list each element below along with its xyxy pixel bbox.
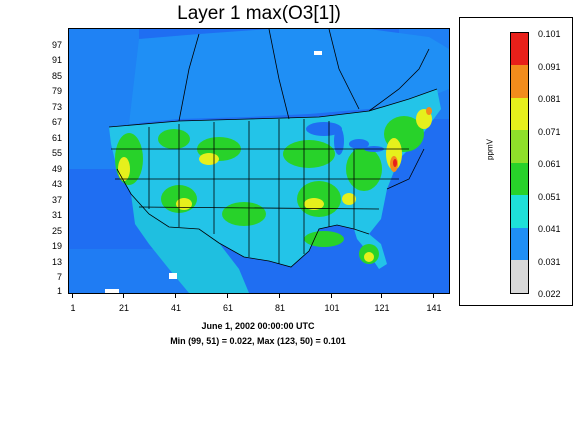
legend-value-label: 0.051 <box>538 192 561 202</box>
x-tick-label: 141 <box>426 303 442 313</box>
x-tick-label: 1 <box>70 303 76 313</box>
x-tick-mark <box>175 293 176 298</box>
y-tick-label: 13 <box>51 257 62 267</box>
y-tick-label: 91 <box>51 55 62 65</box>
x-tick-mark <box>331 293 332 298</box>
us-land <box>109 89 441 267</box>
y-tick-label: 61 <box>51 133 62 143</box>
x-tick-mark <box>123 293 124 298</box>
legend-value-label: 0.031 <box>538 257 561 267</box>
y-tick-label: 19 <box>51 241 62 251</box>
canada-region <box>129 29 449 124</box>
y-tick-label: 7 <box>56 272 62 282</box>
legend-swatch <box>511 163 528 195</box>
ozone-map-svg <box>69 29 449 293</box>
legend-value-label: 0.061 <box>538 159 561 169</box>
legend-value-label: 0.101 <box>538 29 561 39</box>
x-tick-mark <box>381 293 382 298</box>
x-tick-label: 101 <box>324 303 340 313</box>
y-tick-label: 97 <box>51 40 62 50</box>
y-tick-label: 43 <box>51 179 62 189</box>
y-tick-label: 31 <box>51 210 62 220</box>
legend-swatch <box>511 98 528 130</box>
y-tick-label: 85 <box>51 71 62 81</box>
y-tick-label: 25 <box>51 226 62 236</box>
date-caption: June 1, 2002 00:00:00 UTC <box>201 321 315 331</box>
legend-swatch <box>511 130 528 163</box>
y-tick-label: 67 <box>51 117 62 127</box>
legend-color-bar <box>510 32 529 294</box>
legend-unit-label: ppmV <box>485 139 495 160</box>
peak-ozone-patches <box>390 107 432 172</box>
legend-swatch <box>511 33 528 65</box>
legend-swatch <box>511 228 528 260</box>
legend-value-label: 0.071 <box>538 127 561 137</box>
ozone-map-plot <box>68 28 450 294</box>
legend-value-label: 0.041 <box>538 224 561 234</box>
missing-data-spots <box>105 51 322 293</box>
y-tick-label: 79 <box>51 86 62 96</box>
x-tick-label: 121 <box>374 303 390 313</box>
y-tick-label: 37 <box>51 195 62 205</box>
min-max-caption: Min (99, 51) = 0.022, Max (123, 50) = 0.… <box>170 336 346 346</box>
legend-swatch <box>511 260 528 293</box>
legend-value-label: 0.091 <box>538 62 561 72</box>
x-tick-mark <box>72 293 73 298</box>
great-lakes <box>306 122 384 155</box>
x-tick-label: 21 <box>118 303 129 313</box>
state-boundaries <box>108 29 438 268</box>
y-tick-label: 1 <box>56 286 62 296</box>
map-title: Layer 1 max(O3[1]) <box>177 3 341 24</box>
y-tick-label: 49 <box>51 164 62 174</box>
x-tick-label: 41 <box>170 303 181 313</box>
x-tick-mark <box>279 293 280 298</box>
y-tick-label: 73 <box>51 102 62 112</box>
y-tick-label: 55 <box>51 148 62 158</box>
legend-swatch <box>511 65 528 98</box>
x-tick-label: 81 <box>274 303 285 313</box>
x-tick-mark <box>227 293 228 298</box>
legend-swatch <box>511 195 528 228</box>
x-tick-mark <box>433 293 434 298</box>
mexico-region <box>131 194 249 293</box>
x-tick-label: 61 <box>222 303 233 313</box>
legend-value-label: 0.022 <box>538 289 561 299</box>
legend-value-label: 0.081 <box>538 94 561 104</box>
